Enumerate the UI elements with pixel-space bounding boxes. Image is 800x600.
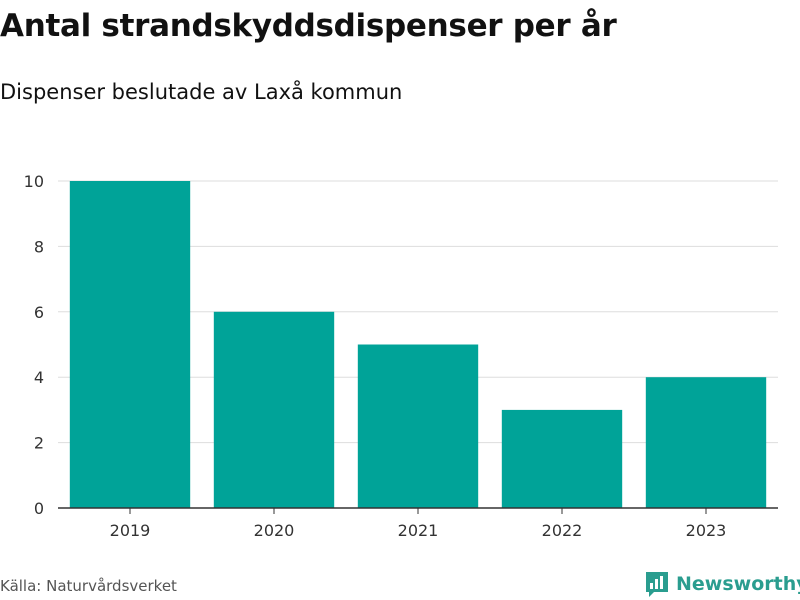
bar-2021 [357, 344, 479, 508]
x-tick-label: 2021 [398, 521, 439, 540]
y-tick-label: 0 [34, 499, 44, 518]
source-note: Källa: Naturvårdsverket [0, 577, 177, 595]
bar-2023 [645, 377, 767, 508]
brand-name: Newsworthy [676, 573, 800, 595]
chart-title: Antal strandskyddsdispenser per år [0, 8, 617, 44]
x-tick-label: 2020 [254, 521, 295, 540]
newsworthy-logo-icon [646, 572, 668, 597]
x-tick-label: 2019 [110, 521, 151, 540]
x-tick-label: 2022 [542, 521, 583, 540]
y-tick-label: 2 [34, 434, 44, 453]
bar-2020 [213, 311, 335, 508]
y-tick-label: 6 [34, 303, 44, 322]
y-tick-label: 10 [24, 172, 44, 191]
bar-2022 [501, 409, 623, 508]
y-tick-label: 4 [34, 368, 44, 387]
x-tick-label: 2023 [686, 521, 727, 540]
bar-2019 [69, 181, 191, 508]
brand-logo: Newsworthy [644, 570, 800, 598]
y-tick-label: 8 [34, 237, 44, 256]
chart-subtitle: Dispenser beslutade av Laxå kommun [0, 80, 403, 104]
